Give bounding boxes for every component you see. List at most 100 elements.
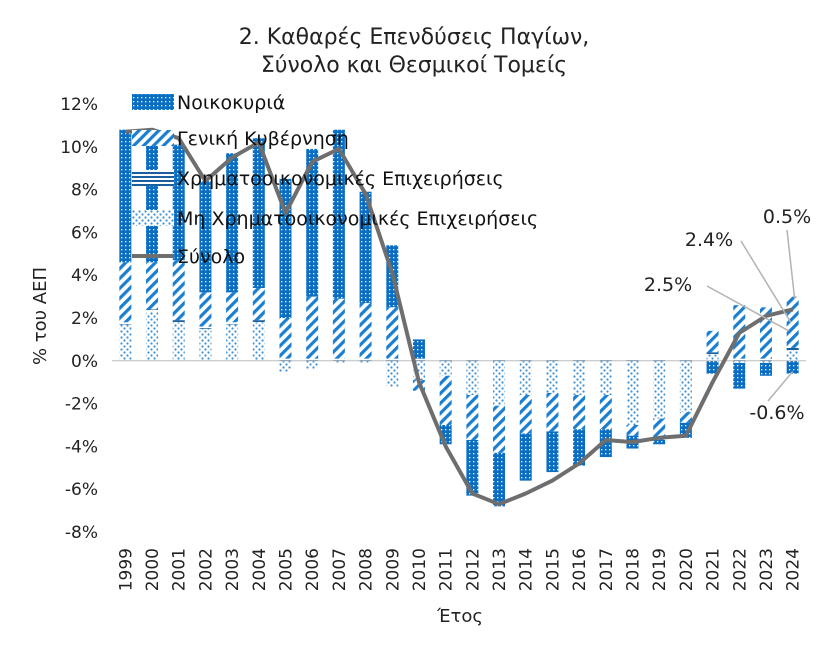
bar-diagonal-2021: [706, 330, 719, 353]
x-tick-label: 2008: [357, 548, 377, 591]
bar-stripes-2017: [599, 358, 612, 361]
bar-dots-2002: [199, 181, 212, 293]
bar-stripes-2020: [679, 358, 692, 361]
bar-stripes-2022: [733, 358, 746, 361]
bar-stripes-2010: [412, 358, 425, 361]
bar-diagonal-2015: [546, 392, 559, 432]
bar-diagonal-2018: [626, 425, 639, 436]
bar-sparse-dots-2013: [493, 360, 506, 406]
y-tick-label: 0%: [71, 352, 98, 372]
bar-stripes-2015: [546, 358, 559, 361]
legend-label: Χρηματοοικονομικές Επιχειρήσεις: [177, 168, 504, 190]
y-tick-label: 10%: [60, 138, 98, 158]
bar-sparse-dots-2002: [199, 328, 212, 361]
annotations: 0.5% 2.4% 2.5% -0.6%: [644, 206, 811, 424]
annotation-label: 2.4%: [685, 229, 733, 251]
y-axis-label: % του ΑΕΠ: [30, 267, 51, 365]
x-tick-label: 2024: [784, 548, 804, 591]
total-line-group: [125, 127, 794, 507]
bar-diagonal-2005: [279, 318, 292, 359]
bar-sparse-dots-2020: [679, 360, 692, 413]
x-tick-label: 2005: [277, 548, 297, 591]
bar-stripes-2013: [493, 358, 506, 361]
legend-swatch-dots: [132, 94, 174, 110]
bar-diagonal-1999: [119, 262, 132, 323]
bar-diagonal-2024: [786, 296, 799, 348]
bar-sparse-dots-2011: [439, 360, 452, 376]
x-tick-label: 2006: [303, 548, 323, 591]
y-tick-label: 2%: [71, 309, 98, 329]
bar-sparse-dots-2009: [386, 360, 399, 387]
bar-sparse-dots-2017: [599, 360, 612, 396]
bar-sparse-dots-2023: [759, 360, 772, 363]
bar-diagonal-2017: [599, 395, 612, 430]
bar-sparse-dots-2022: [733, 360, 746, 363]
bar-stripes-2023: [759, 358, 772, 361]
x-tick-label: 2009: [383, 548, 403, 591]
bar-diagonal-2013: [493, 405, 506, 453]
bar-diagonal-2020: [679, 412, 692, 423]
y-tick-label: 8%: [71, 181, 98, 201]
bar-diagonal-2004: [252, 288, 265, 321]
y-axis-ticks: -8% -6% -4% -2% 0% 2% 4% 6% 8% 10% 12%: [60, 95, 98, 543]
x-tick-label: 2002: [196, 548, 216, 591]
x-tick-label: 2022: [730, 548, 750, 591]
legend: Νοικοκυριά Γενική Κυβέρνηση Χρηματοοικονομ…: [132, 92, 538, 268]
bar-stripes-2009: [386, 358, 399, 361]
bar-sparse-dots-2016: [573, 360, 586, 396]
bar-stripes-2021: [706, 352, 719, 355]
x-tick-label: 2023: [757, 548, 777, 591]
bar-stripes-2024: [786, 347, 799, 351]
x-axis-ticks: 1999 2000 2001 2002 2003 2004 2005 2006 2007 2008…: [116, 548, 803, 591]
annotation-leader: [740, 240, 792, 323]
y-tick-label: 6%: [71, 223, 98, 243]
x-tick-label: 2004: [250, 548, 270, 591]
bar-diagonal-2016: [573, 395, 586, 430]
bar-diagonal-2019: [653, 418, 666, 440]
bar-dots-2007: [332, 129, 345, 299]
x-tick-label: 2000: [143, 548, 163, 591]
bar-sparse-dots-2008: [359, 360, 372, 363]
chart-title-line-1: 2. Καθαρές Επενδύσεις Παγίων,: [239, 25, 590, 50]
bar-sparse-dots-2019: [653, 360, 666, 419]
annotation-label: -0.6%: [749, 402, 804, 424]
bar-diagonal-2000: [146, 262, 159, 310]
bar-dots-2003: [226, 153, 239, 293]
legend-label: Γενική Κυβέρνηση: [177, 128, 349, 150]
bar-dots-2006: [306, 148, 319, 297]
bar-diagonal-2003: [226, 292, 239, 323]
bar-stripes-2003: [226, 322, 239, 325]
annotation-leader: [706, 285, 790, 332]
bar-sparse-dots-2024: [786, 350, 799, 361]
bar-dots-2019: [653, 439, 666, 445]
bar-dots-2010: [412, 339, 425, 359]
x-tick-label: 2018: [624, 548, 644, 591]
x-tick-label: 2013: [490, 548, 510, 591]
legend-label: Μη Χρηματοοικονομικές Επιχειρήσεις: [177, 208, 538, 230]
bar-stripes-2001: [172, 320, 185, 323]
bar-dots-2005: [279, 178, 292, 318]
bar-stripes-2014: [519, 358, 532, 361]
y-tick-label: -2%: [65, 395, 98, 415]
bar-sparse-dots-2021: [706, 354, 719, 361]
bar-stripes-2018: [626, 358, 639, 361]
bar-stripes-2011: [439, 358, 452, 361]
bar-diagonal-2007: [332, 298, 345, 359]
x-tick-label: 2010: [410, 548, 430, 591]
bar-diagonal-2002: [199, 292, 212, 327]
bar-series-group: [119, 129, 799, 507]
bar-dots-2004: [252, 138, 265, 289]
bar-sparse-dots-2015: [546, 360, 559, 393]
legend-label: Νοικοκυριά: [177, 92, 285, 114]
bar-stripes-2000: [146, 309, 159, 312]
bar-dots-2016: [573, 429, 586, 466]
bar-diagonal-2008: [359, 303, 372, 359]
bar-dots-2024: [786, 360, 799, 374]
bar-stripes-2005: [279, 358, 292, 361]
x-tick-label: 2019: [650, 548, 670, 591]
bar-dots-2001: [172, 144, 185, 261]
bar-dots-2000: [146, 144, 159, 263]
bar-sparse-dots-2012: [466, 360, 479, 396]
bar-sparse-dots-2000: [146, 311, 159, 361]
bar-stripes-2019: [653, 358, 666, 361]
